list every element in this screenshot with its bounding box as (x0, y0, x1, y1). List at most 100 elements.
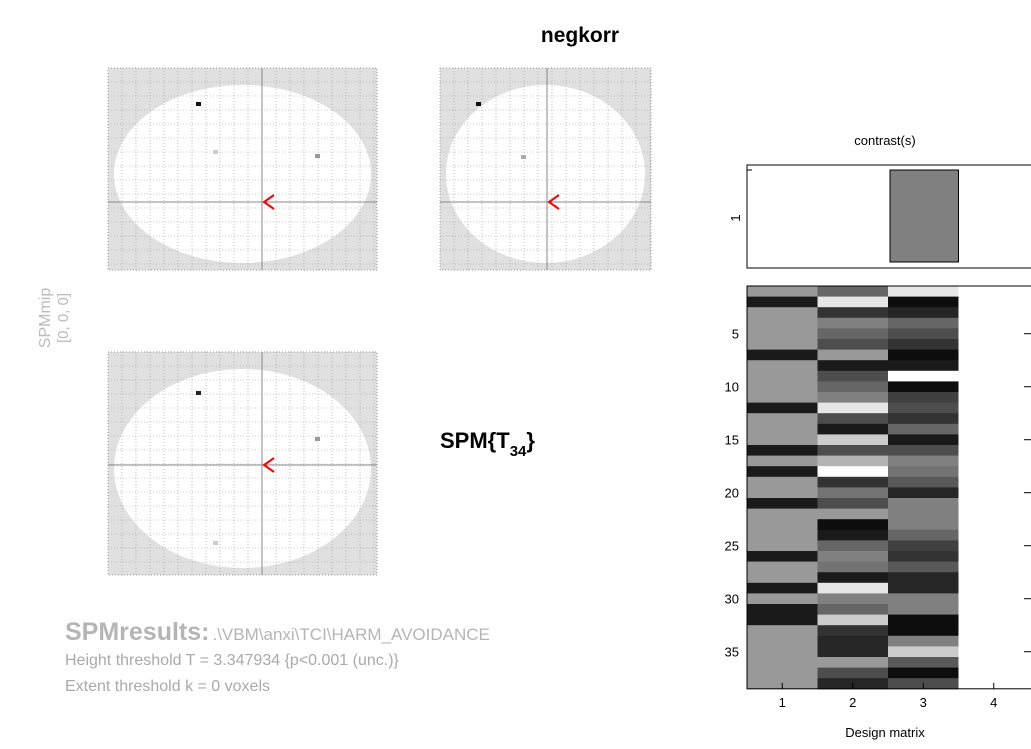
design-cell (959, 604, 1030, 615)
blob (213, 541, 218, 545)
design-cell (747, 509, 818, 520)
design-cell (747, 371, 818, 382)
design-cell (747, 498, 818, 509)
design-cell (888, 286, 959, 297)
design-cell (818, 307, 889, 318)
design-cell (888, 519, 959, 530)
design-cell (959, 625, 1030, 636)
design-cell (888, 668, 959, 679)
design-cell (747, 487, 818, 498)
design-cell (818, 551, 889, 562)
design-cell (818, 318, 889, 329)
design-cell (959, 307, 1030, 318)
design-cell (747, 668, 818, 679)
design-cell (818, 562, 889, 573)
design-cell (818, 509, 889, 520)
design-cell (959, 551, 1030, 562)
design-cell (818, 540, 889, 551)
design-cell (888, 360, 959, 371)
design-cell (959, 572, 1030, 583)
design-cell (959, 593, 1030, 604)
design-cell (747, 583, 818, 594)
design-cell (747, 403, 818, 414)
blob (196, 391, 201, 395)
design-cell (959, 657, 1030, 668)
design-cell (959, 498, 1030, 509)
design-cell (747, 551, 818, 562)
design-cell (747, 519, 818, 530)
design-cell (818, 477, 889, 488)
design-cell (747, 593, 818, 604)
contrast-name: negkorr (541, 24, 619, 47)
design-cell (888, 307, 959, 318)
design-cell (818, 646, 889, 657)
x-tick-label: 4 (990, 695, 997, 710)
design-cell (818, 498, 889, 509)
design-cell (959, 424, 1030, 435)
design-cell (888, 339, 959, 350)
mip-label: SPMmip (37, 288, 54, 349)
design-cell (888, 318, 959, 329)
design-cell (888, 540, 959, 551)
design-cell (888, 646, 959, 657)
y-tick-label: 30 (725, 592, 739, 607)
design-cell (747, 530, 818, 541)
design-cell (747, 646, 818, 657)
design-cell (888, 615, 959, 626)
design-cell (959, 636, 1030, 647)
design-cell (959, 540, 1030, 551)
figure-window: negkorr SPMmip [0, 0, 0] SPM{T34} SPMres… (0, 0, 1031, 749)
blob (521, 155, 526, 159)
design-cell (747, 636, 818, 647)
design-cell (818, 445, 889, 456)
design-cell (818, 413, 889, 424)
design-cell (818, 466, 889, 477)
blob (315, 437, 320, 441)
design-cell (888, 487, 959, 498)
design-cell (888, 509, 959, 520)
design-cell (747, 615, 818, 626)
design-cell (818, 604, 889, 615)
stat-close: } (526, 428, 535, 453)
design-cell (747, 297, 818, 308)
design-cell (959, 668, 1030, 679)
extent-threshold: Extent threshold k = 0 voxels (65, 678, 270, 695)
design-cell (888, 403, 959, 414)
design-cell (888, 593, 959, 604)
design-cell (959, 413, 1030, 424)
design-cell (888, 297, 959, 308)
design-cell (888, 636, 959, 647)
design-cell (818, 625, 889, 636)
design-cell (888, 604, 959, 615)
design-cell (959, 360, 1030, 371)
design-cell (818, 350, 889, 361)
design-cell (888, 562, 959, 573)
contrast-tick-label: 1 (728, 214, 743, 221)
design-cell (747, 466, 818, 477)
design-cell (747, 318, 818, 329)
design-cell (818, 392, 889, 403)
design-cell (959, 456, 1030, 467)
contrast-bar (890, 170, 959, 262)
design-cell (818, 487, 889, 498)
design-cell (818, 572, 889, 583)
design-cell (747, 307, 818, 318)
design-cell (888, 413, 959, 424)
design-cell (818, 360, 889, 371)
y-tick-label: 15 (725, 433, 739, 448)
x-tick-label: 1 (779, 695, 786, 710)
design-cell (747, 339, 818, 350)
design-cell (888, 456, 959, 467)
design-cell (888, 572, 959, 583)
design-cell (888, 583, 959, 594)
design-cell (959, 509, 1030, 520)
design-cell (747, 360, 818, 371)
design-cell (959, 381, 1030, 392)
contrast-title: contrast(s) (854, 133, 915, 148)
y-tick-label: 20 (725, 486, 739, 501)
design-cell (888, 498, 959, 509)
design-cell (888, 477, 959, 488)
design-cell (959, 328, 1030, 339)
design-cell (747, 572, 818, 583)
design-cell (818, 371, 889, 382)
